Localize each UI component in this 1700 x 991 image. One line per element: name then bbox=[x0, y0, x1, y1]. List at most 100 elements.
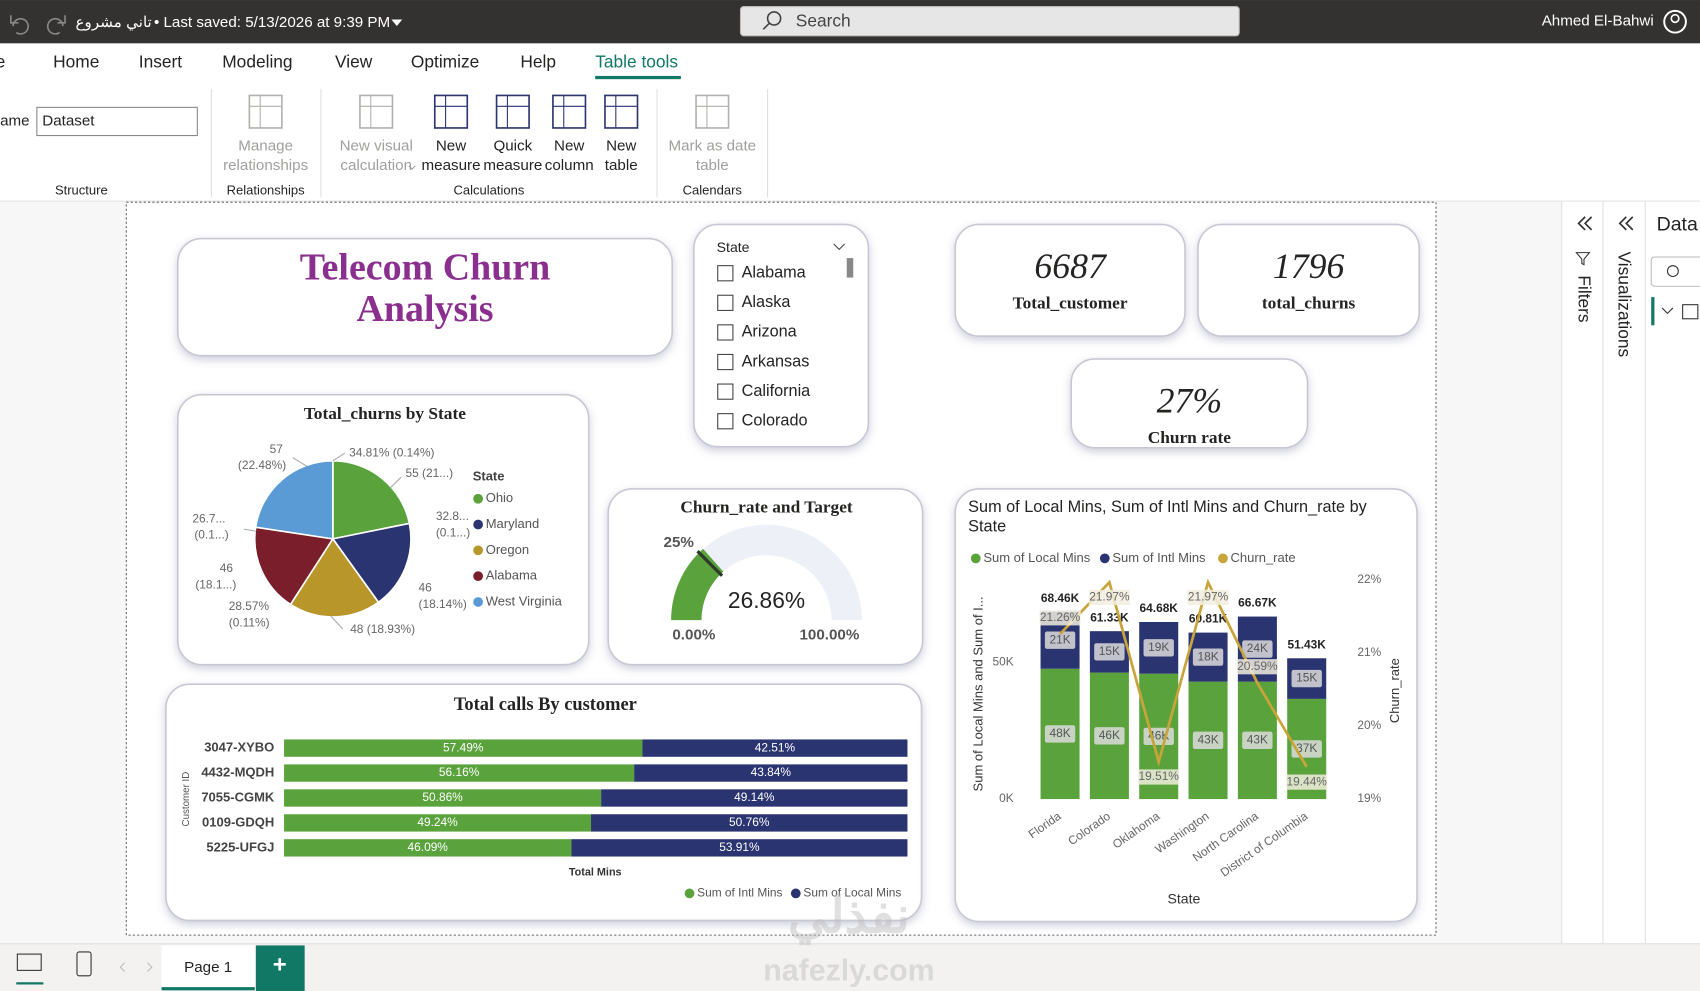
slicer-checkbox[interactable] bbox=[717, 265, 734, 282]
slicer-item[interactable]: Arizona bbox=[742, 323, 798, 341]
visual-frame bbox=[954, 223, 1186, 337]
report-title: Telecom Churn Analysis bbox=[299, 247, 551, 330]
slicer-checkbox[interactable] bbox=[717, 324, 734, 341]
slicer-checkbox[interactable] bbox=[717, 383, 734, 400]
legend-label[interactable]: Maryland bbox=[486, 516, 539, 531]
expand-icon[interactable] bbox=[1661, 307, 1674, 315]
file-menu-arrow[interactable] bbox=[391, 19, 403, 27]
name-value: Dataset bbox=[42, 112, 95, 129]
slicer-checkbox[interactable] bbox=[717, 413, 734, 430]
legend-label[interactable]: Alabama bbox=[486, 568, 538, 583]
y-tick-label: 4432-MQDH bbox=[201, 764, 274, 779]
bar-segment[interactable] bbox=[284, 764, 635, 782]
ribbon-tab[interactable]: Help bbox=[520, 51, 556, 71]
visualizations-pane[interactable]: Visualizations bbox=[1614, 252, 1634, 358]
button-label[interactable]: table bbox=[696, 157, 729, 174]
collapse-filters[interactable] bbox=[1577, 216, 1593, 231]
pie-slice[interactable] bbox=[332, 459, 411, 540]
button-label[interactable]: relationships bbox=[223, 157, 309, 174]
ribbon-tab[interactable]: Modeling bbox=[222, 51, 292, 71]
bar-segment[interactable] bbox=[284, 839, 572, 857]
data-search[interactable] bbox=[1650, 256, 1700, 287]
button-label[interactable]: measure bbox=[483, 157, 542, 174]
y2-tick-label: 19% bbox=[1357, 791, 1381, 805]
bar-segment[interactable] bbox=[642, 739, 908, 757]
legend-marker bbox=[473, 519, 484, 530]
button-label[interactable]: Manage bbox=[238, 137, 293, 154]
visual-frame bbox=[607, 488, 924, 666]
side-panes bbox=[1561, 201, 1700, 944]
slicer-item[interactable]: Alabama bbox=[742, 264, 807, 282]
undo-icon[interactable] bbox=[10, 15, 29, 35]
slicer-item[interactable]: Alaska bbox=[742, 293, 792, 311]
legend-label[interactable]: Churn_rate bbox=[1231, 550, 1296, 565]
avatar[interactable] bbox=[1663, 9, 1687, 34]
bar-segment[interactable] bbox=[284, 739, 643, 757]
data-label: 21.97% bbox=[1089, 590, 1130, 604]
legend-label[interactable]: Ohio bbox=[486, 490, 513, 505]
desktop-view[interactable] bbox=[16, 953, 42, 971]
slicer-dropdown[interactable] bbox=[833, 243, 845, 251]
button-label[interactable]: New bbox=[436, 137, 466, 154]
button-label[interactable]: measure bbox=[422, 157, 481, 174]
button-label[interactable]: Quick bbox=[493, 137, 532, 154]
pie-slice[interactable] bbox=[253, 526, 335, 606]
add-page[interactable] bbox=[255, 945, 305, 991]
bar-segment[interactable] bbox=[601, 789, 908, 807]
button-label[interactable]: Mark as date bbox=[669, 137, 757, 154]
ribbon-tab[interactable]: Table tools bbox=[595, 51, 678, 71]
pie-slice[interactable] bbox=[254, 459, 334, 540]
bar-segment[interactable] bbox=[591, 814, 908, 832]
filters-pane[interactable]: Filters bbox=[1574, 275, 1594, 323]
legend-marker bbox=[473, 493, 484, 504]
legend-label[interactable]: Sum of Intl Mins bbox=[697, 886, 782, 900]
collapse-visualizations[interactable] bbox=[1618, 216, 1634, 231]
page-tab-label[interactable]: Page 1 bbox=[184, 959, 232, 976]
button-label[interactable]: New bbox=[554, 137, 584, 154]
legend-marker bbox=[790, 888, 801, 899]
page-tab[interactable] bbox=[161, 945, 255, 991]
mobile-view[interactable] bbox=[76, 951, 92, 977]
legend-marker bbox=[970, 553, 981, 564]
add-page-label[interactable]: + bbox=[273, 951, 287, 978]
button-label[interactable]: calculation bbox=[340, 157, 412, 174]
legend-label[interactable]: Sum of Local Mins bbox=[983, 550, 1090, 565]
button-label[interactable]: table bbox=[605, 157, 638, 174]
search-box[interactable] bbox=[739, 5, 1240, 37]
pie-slice[interactable] bbox=[289, 537, 380, 618]
button-icon bbox=[495, 94, 530, 129]
data-label-bg bbox=[1192, 731, 1224, 750]
legend-label[interactable]: Sum of Intl Mins bbox=[1112, 550, 1206, 565]
group-label: Relationships bbox=[227, 182, 306, 197]
slicer-checkbox[interactable] bbox=[717, 353, 734, 371]
data-label: 53.91% bbox=[719, 840, 760, 854]
ribbon-tab[interactable]: e bbox=[0, 51, 5, 71]
legend-label[interactable]: Sum of Local Mins bbox=[803, 886, 901, 900]
button-label[interactable]: New visual bbox=[340, 137, 413, 154]
slicer-item[interactable]: California bbox=[742, 382, 812, 400]
slicer-item[interactable]: Arkansas bbox=[742, 352, 810, 370]
bar-segment[interactable] bbox=[571, 839, 908, 857]
redo-icon[interactable] bbox=[46, 15, 66, 35]
button-label[interactable]: New bbox=[606, 137, 636, 154]
slicer-checkbox[interactable] bbox=[717, 294, 734, 311]
bar-segment[interactable] bbox=[634, 764, 908, 782]
data-label: 49.14% bbox=[734, 790, 775, 804]
ribbon-tab[interactable]: Optimize bbox=[411, 51, 479, 71]
data-label-bg bbox=[1187, 589, 1229, 606]
legend-label[interactable]: Oregon bbox=[486, 542, 529, 557]
annotation: 26.7... (0.1...) bbox=[192, 512, 228, 542]
slicer-item[interactable]: Colorado bbox=[742, 412, 808, 430]
page-nav[interactable] bbox=[119, 962, 153, 972]
data-label: 42.51% bbox=[755, 740, 796, 754]
ribbon-tab[interactable]: View bbox=[335, 51, 373, 71]
gauge-target-label: 25% bbox=[664, 534, 695, 551]
bar-segment[interactable] bbox=[284, 814, 592, 832]
ribbon-tab[interactable]: Insert bbox=[139, 51, 183, 71]
ribbon-tab[interactable]: Home bbox=[53, 51, 99, 71]
legend-label[interactable]: West Virginia bbox=[486, 593, 563, 608]
bar-segment[interactable] bbox=[284, 789, 602, 807]
pie-slice[interactable] bbox=[331, 522, 412, 604]
button-label[interactable]: column bbox=[545, 157, 594, 174]
name-input[interactable] bbox=[36, 106, 198, 137]
